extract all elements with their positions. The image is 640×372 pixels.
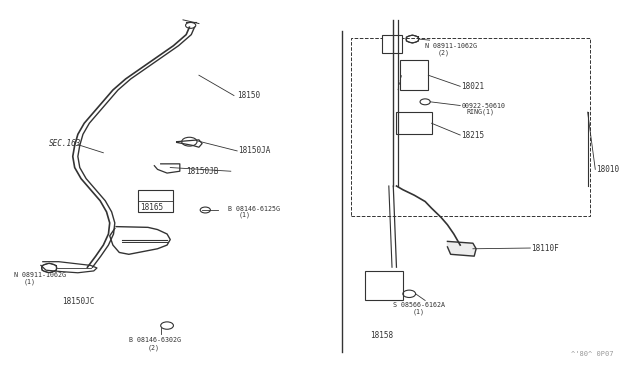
Bar [351, 38, 589, 215]
Text: (2): (2) [148, 344, 160, 351]
Text: B 08146-6302G: B 08146-6302G [129, 337, 181, 343]
Text: 18110F: 18110F [532, 244, 559, 253]
Bar [396, 112, 431, 134]
Text: 18150: 18150 [237, 91, 260, 100]
Bar [138, 190, 173, 212]
Bar [365, 271, 403, 301]
Text: RING(1): RING(1) [467, 109, 495, 115]
Bar [383, 35, 401, 53]
Text: 18150JB: 18150JB [186, 167, 218, 176]
Text: (1): (1) [24, 279, 36, 285]
Polygon shape [447, 241, 476, 256]
Text: S 08566-6162A: S 08566-6162A [394, 302, 445, 308]
Text: 00922-50610: 00922-50610 [461, 103, 506, 109]
Text: (1): (1) [412, 308, 424, 315]
Text: SEC.163: SEC.163 [49, 139, 81, 148]
Text: N 08911-1062G: N 08911-1062G [14, 272, 66, 278]
Text: (1): (1) [239, 212, 250, 218]
Bar [399, 61, 428, 90]
Text: N 08911-1062G: N 08911-1062G [425, 44, 477, 49]
Text: 18215: 18215 [461, 131, 484, 140]
Text: 18021: 18021 [461, 82, 484, 91]
Text: 18010: 18010 [596, 165, 619, 174]
Text: 18165: 18165 [140, 202, 163, 212]
Text: ^'80^ 0P07: ^'80^ 0P07 [571, 350, 613, 357]
Text: 18150JC: 18150JC [62, 297, 94, 306]
Text: 18150JA: 18150JA [239, 147, 271, 155]
Text: B 08146-6125G: B 08146-6125G [228, 206, 280, 212]
Text: 18158: 18158 [370, 331, 393, 340]
Text: (2): (2) [438, 50, 450, 56]
